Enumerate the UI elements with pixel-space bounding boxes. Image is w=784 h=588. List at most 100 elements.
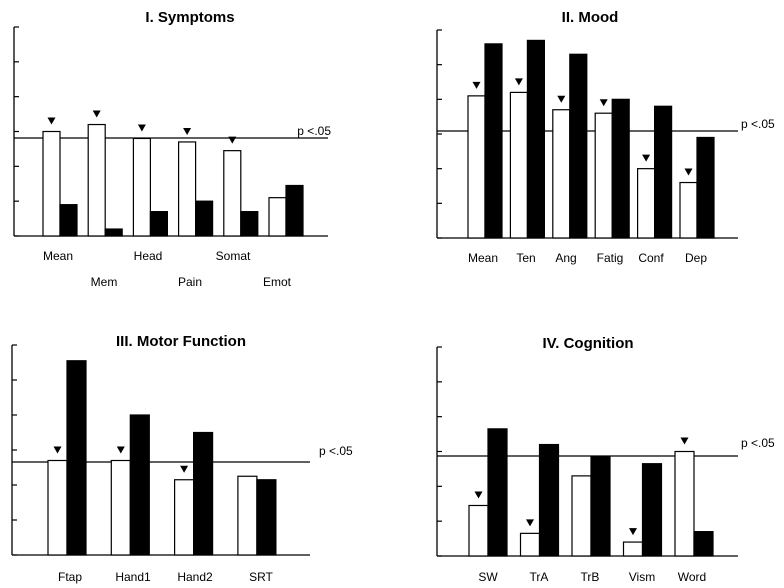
bar-open bbox=[110, 459, 131, 556]
panel-mood: II. Mood p <.05 Mean Ten Ang Fatig Conf … bbox=[436, 9, 775, 265]
y-axis-ticks bbox=[437, 346, 442, 557]
bar-filled bbox=[693, 531, 714, 557]
bar-group bbox=[467, 39, 715, 239]
significance-marker-icon bbox=[599, 99, 608, 107]
bar-open bbox=[571, 475, 592, 557]
x-tick-label: Somat bbox=[216, 249, 251, 263]
significance-markers bbox=[53, 446, 189, 473]
significance-label: p <.05 bbox=[319, 444, 353, 458]
bar-filled bbox=[526, 39, 546, 239]
x-tick-label: Hand1 bbox=[115, 570, 151, 584]
panel-title: II. Mood bbox=[562, 9, 619, 26]
bar-open bbox=[622, 541, 644, 557]
x-tick-label: SW bbox=[478, 570, 498, 584]
bar-filled bbox=[195, 200, 214, 237]
bar-open bbox=[552, 109, 571, 239]
panel-title: III. Motor Function bbox=[116, 333, 246, 350]
significance-label: p <.05 bbox=[741, 117, 775, 131]
bar-open bbox=[237, 475, 258, 556]
x-tick-label: Pain bbox=[178, 275, 202, 289]
y-axis-ticks bbox=[437, 29, 442, 239]
x-tick-label: TrA bbox=[530, 570, 549, 584]
x-tick-label: Emot bbox=[263, 275, 292, 289]
significance-markers bbox=[472, 78, 693, 176]
panel-title: IV. Cognition bbox=[542, 335, 633, 352]
x-tick-label: Mem bbox=[91, 275, 118, 289]
x-tick-label: Ten bbox=[516, 251, 535, 265]
bar-filled bbox=[129, 414, 150, 556]
bar-filled bbox=[641, 463, 663, 557]
bar-open bbox=[47, 459, 68, 556]
bar-open bbox=[509, 91, 528, 239]
panel-motor-function: III. Motor Function p <.05 Ftap Hand1 Ha… bbox=[11, 333, 353, 584]
significance-marker-icon bbox=[180, 465, 189, 473]
significance-marker-icon bbox=[629, 528, 637, 536]
x-tick-labels: Mean Ten Ang Fatig Conf Dep bbox=[468, 251, 707, 265]
bar-filled bbox=[240, 211, 259, 237]
bar-open bbox=[268, 197, 287, 237]
panel-title: I. Symptoms bbox=[145, 9, 234, 26]
panel-cognition: IV. Cognition p <.05 SW TrA TrB Vism Wor… bbox=[436, 335, 775, 584]
bar-filled bbox=[66, 360, 87, 556]
x-tick-label: SRT bbox=[249, 570, 273, 584]
significance-marker-icon bbox=[684, 168, 693, 176]
significance-markers bbox=[47, 110, 237, 144]
significance-label: p <.05 bbox=[741, 436, 775, 450]
bar-filled bbox=[285, 184, 304, 237]
x-tick-label: Conf bbox=[638, 251, 664, 265]
significance-marker-icon bbox=[137, 124, 146, 132]
bar-open bbox=[636, 168, 656, 239]
bar-filled bbox=[484, 43, 503, 239]
x-tick-label: Head bbox=[134, 249, 163, 263]
bar-open bbox=[223, 150, 242, 237]
bar-group bbox=[47, 360, 277, 556]
y-axis-ticks bbox=[14, 26, 19, 237]
significance-marker-icon bbox=[642, 154, 651, 162]
x-tick-label: Dep bbox=[685, 251, 707, 265]
bar-open bbox=[519, 532, 541, 557]
bar-open bbox=[178, 141, 197, 237]
bar-filled bbox=[59, 204, 78, 237]
bar-filled bbox=[256, 479, 277, 556]
x-tick-label: Ang bbox=[555, 251, 576, 265]
bar-filled bbox=[696, 136, 715, 239]
significance-marker-icon bbox=[47, 117, 56, 125]
bar-open bbox=[42, 130, 61, 237]
x-tick-label: Ftap bbox=[58, 570, 82, 584]
significance-marker-icon bbox=[183, 127, 192, 135]
bar-filled bbox=[611, 98, 630, 239]
significance-marker-icon bbox=[116, 446, 125, 454]
bar-group bbox=[42, 123, 304, 237]
significance-marker-icon bbox=[680, 437, 689, 445]
x-tick-label: Word bbox=[678, 570, 706, 584]
significance-marker-icon bbox=[526, 519, 534, 527]
bar-open bbox=[87, 123, 106, 237]
significance-marker-icon bbox=[53, 446, 62, 454]
bar-filled bbox=[538, 443, 560, 557]
bar-filled bbox=[104, 228, 123, 237]
x-tick-labels: SW TrA TrB Vism Word bbox=[478, 570, 706, 584]
bar-filled bbox=[149, 211, 168, 237]
bar-filled bbox=[487, 428, 508, 557]
x-tick-labels: Mean Mem Head Pain Somat Emot bbox=[43, 249, 292, 289]
x-tick-label: TrB bbox=[581, 570, 600, 584]
bar-open bbox=[468, 504, 489, 557]
significance-marker-icon bbox=[474, 491, 483, 499]
bar-open bbox=[594, 112, 613, 239]
significance-marker-icon bbox=[92, 110, 101, 118]
bar-group bbox=[468, 428, 714, 557]
bar-open bbox=[174, 479, 195, 556]
bar-open bbox=[674, 450, 695, 557]
x-tick-labels: Ftap Hand1 Hand2 SRT bbox=[58, 570, 274, 584]
bar-filled bbox=[590, 456, 611, 557]
bar-open bbox=[132, 137, 151, 237]
significance-marker-icon bbox=[228, 136, 237, 144]
significance-marker-icon bbox=[557, 95, 566, 103]
significance-label: p <.05 bbox=[297, 124, 331, 138]
significance-marker-icon bbox=[472, 81, 481, 89]
bar-filled bbox=[193, 431, 214, 556]
x-tick-label: Mean bbox=[43, 249, 73, 263]
panel-symptoms: I. Symptoms p <.05 Mean Mem Head Pain So… bbox=[13, 9, 331, 289]
x-tick-label: Fatig bbox=[597, 251, 624, 265]
